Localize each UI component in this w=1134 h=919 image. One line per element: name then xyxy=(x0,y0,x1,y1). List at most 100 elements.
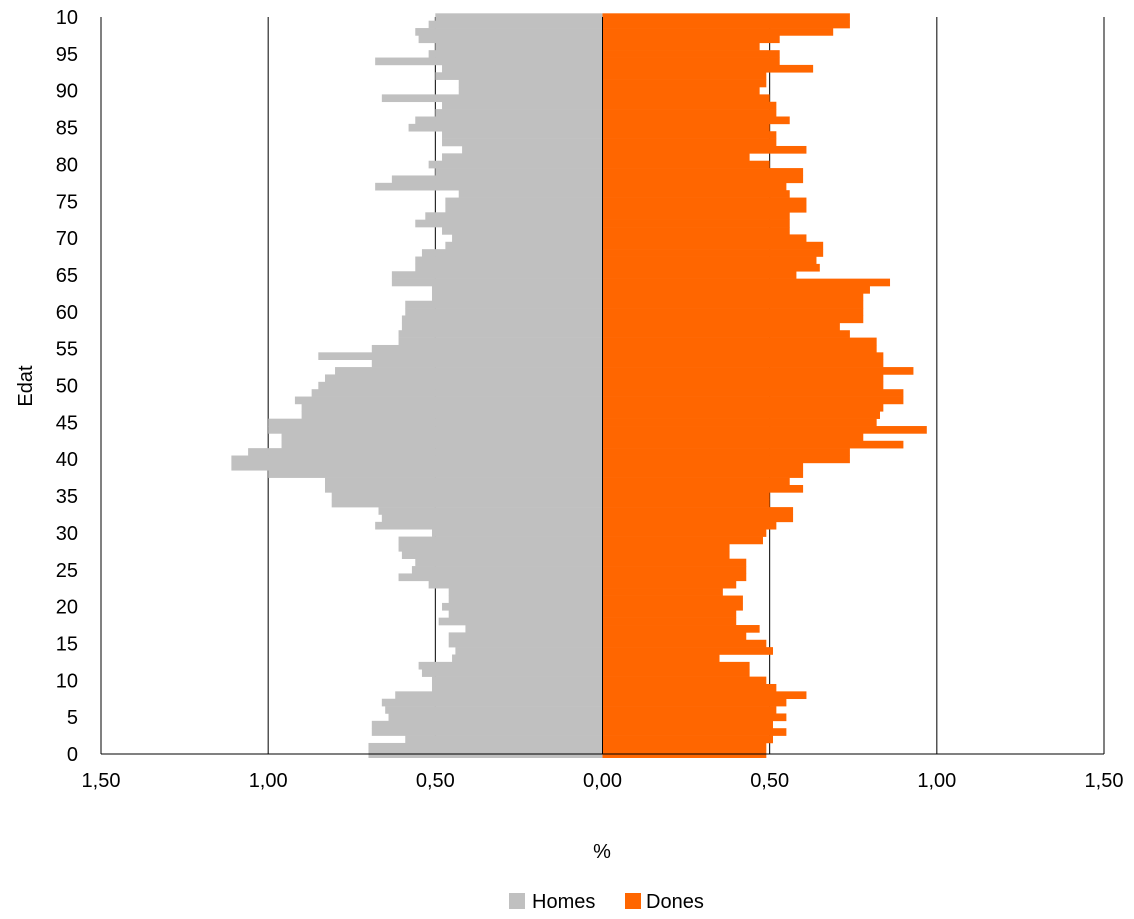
bar-dones-age-25 xyxy=(602,566,747,574)
bar-homes-age-77 xyxy=(375,182,603,191)
bar-homes-age-28 xyxy=(398,543,603,552)
bar-dones-age-69 xyxy=(602,241,824,250)
bar-dones-age-29 xyxy=(602,536,763,545)
y-tick-label: 75 xyxy=(56,191,78,213)
bar-dones-age-40 xyxy=(602,455,850,464)
bar-dones-age-27 xyxy=(602,551,730,559)
bar-homes-age-20 xyxy=(442,602,603,611)
bar-dones-age-88 xyxy=(602,101,777,110)
bar-homes-age-3 xyxy=(371,728,603,736)
y-tick-label: 15 xyxy=(56,633,78,655)
bar-homes-age-39 xyxy=(231,462,603,471)
bar-dones-age-79 xyxy=(602,168,804,176)
y-tick-label: 80 xyxy=(56,154,78,176)
y-tick-label: 50 xyxy=(56,376,78,398)
bar-homes-age-88 xyxy=(442,101,603,110)
bar-homes-age-19 xyxy=(448,610,603,618)
y-tick-label: 25 xyxy=(56,560,78,582)
bar-dones-age-15 xyxy=(602,639,767,648)
bar-homes-age-41 xyxy=(248,448,603,456)
bar-dones-age-21 xyxy=(602,595,743,604)
bar-dones-age-54 xyxy=(602,352,884,361)
bar-dones-age-56 xyxy=(602,337,877,346)
bar-dones-age-1 xyxy=(602,742,767,751)
bar-dones-age-36 xyxy=(602,484,804,493)
bar-dones-age-66 xyxy=(602,263,820,272)
bar-homes-age-7 xyxy=(381,698,603,707)
bar-dones-age-52 xyxy=(602,367,914,375)
bar-dones-age-44 xyxy=(602,426,927,434)
bar-dones-age-62 xyxy=(602,293,864,302)
bar-homes-age-91 xyxy=(458,79,603,88)
bar-dones-age-86 xyxy=(602,116,790,125)
y-tick-label: 0 xyxy=(67,744,78,766)
bar-dones-age-8 xyxy=(602,691,807,700)
bar-dones-age-91 xyxy=(602,79,767,88)
bar-homes-age-68 xyxy=(421,249,603,257)
y-tick-labels: 0 5 10 15 20 25 30 35 40 45 50 55 60 65 70 75 80 85 90 95 10 xyxy=(56,7,78,766)
bar-dones-age-63 xyxy=(602,286,870,294)
bar-homes-age-26 xyxy=(415,558,603,567)
x-tick-label: 1,00 xyxy=(249,770,288,792)
bar-dones-age-9 xyxy=(602,683,777,692)
bar-dones-age-45 xyxy=(602,418,877,427)
bar-homes-age-30 xyxy=(431,529,603,537)
legend-item-dones: Dones xyxy=(625,891,704,913)
bar-homes-age-5 xyxy=(388,713,603,722)
bar-homes-age-92 xyxy=(435,72,603,80)
bar-homes-age-34 xyxy=(331,499,603,508)
y-tick-label: 5 xyxy=(67,707,78,729)
bar-dones-age-12 xyxy=(602,661,750,670)
bar-homes-age-86 xyxy=(415,116,603,125)
bar-homes-age-48 xyxy=(294,396,603,405)
bar-homes-age-98 xyxy=(415,28,603,36)
bar-homes-age-51 xyxy=(325,374,603,383)
bar-homes-age-24 xyxy=(398,573,603,582)
bar-dones-age-19 xyxy=(602,610,737,618)
bar-homes-age-4 xyxy=(371,720,603,729)
bar-homes-age-38 xyxy=(268,470,603,478)
bar-dones-age-11 xyxy=(602,669,750,677)
bar-dones-age-96 xyxy=(602,42,760,51)
bar-homes-age-74 xyxy=(445,204,603,213)
bar-homes-age-45 xyxy=(268,418,603,427)
series-homes-bars xyxy=(231,13,603,758)
y-tick-label: 95 xyxy=(56,44,78,66)
bar-dones-age-30 xyxy=(602,529,767,537)
bar-dones-age-58 xyxy=(602,322,840,331)
bar-homes-age-43 xyxy=(281,433,603,442)
bar-dones-age-26 xyxy=(602,558,747,567)
bar-dones-age-46 xyxy=(602,411,880,419)
bar-homes-age-70 xyxy=(452,234,603,243)
bar-dones-age-85 xyxy=(602,123,770,132)
bar-dones-age-64 xyxy=(602,278,891,287)
bar-dones-age-4 xyxy=(602,720,774,729)
bar-homes-age-71 xyxy=(442,227,603,235)
bar-homes-age-17 xyxy=(465,625,603,633)
bar-dones-age-78 xyxy=(602,175,804,184)
bar-homes-age-40 xyxy=(231,455,603,464)
y-tick-label: 10 xyxy=(56,670,78,692)
bar-homes-age-56 xyxy=(398,337,603,346)
bar-dones-age-74 xyxy=(602,204,807,213)
bar-dones-age-20 xyxy=(602,602,743,611)
legend-swatch-homes xyxy=(509,893,525,909)
y-tick-label: 70 xyxy=(56,228,78,250)
bar-homes-age-83 xyxy=(442,138,603,147)
bar-homes-age-94 xyxy=(375,57,603,66)
bar-dones-age-33 xyxy=(602,507,794,515)
bar-homes-age-75 xyxy=(445,197,603,206)
series-dones-bars xyxy=(602,13,927,758)
x-tick-label: 1,00 xyxy=(917,770,956,792)
legend: Homes Dones xyxy=(509,891,704,913)
bar-homes-age-90 xyxy=(458,87,603,95)
bar-dones-age-18 xyxy=(602,617,737,626)
bar-homes-age-99 xyxy=(428,20,603,29)
bar-dones-age-72 xyxy=(602,219,790,228)
bar-dones-age-6 xyxy=(602,706,777,714)
bar-homes-age-15 xyxy=(448,639,603,648)
bar-homes-age-14 xyxy=(455,647,603,655)
y-tick-label: 10 xyxy=(56,7,78,29)
y-tick-label: 65 xyxy=(56,265,78,287)
